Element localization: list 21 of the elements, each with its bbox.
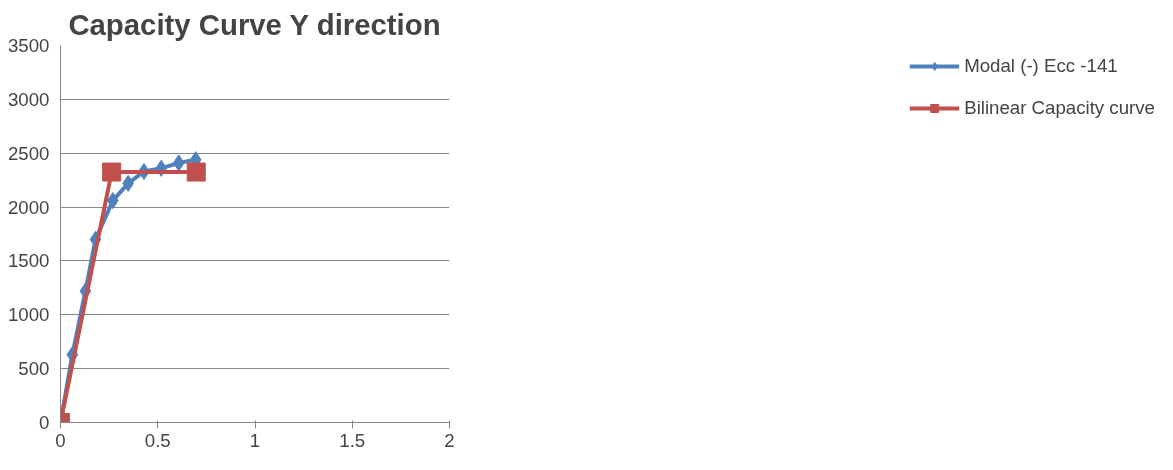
y-tick-label: 3000 (8, 88, 50, 110)
y-tick-label: 500 (18, 358, 50, 380)
y-tick-label: 3500 (8, 35, 50, 56)
x-tick-label: 2 (444, 429, 455, 451)
y-tick-label: 2000 (8, 196, 50, 218)
point (106, 192, 119, 210)
x-tick-label: 1.5 (339, 429, 366, 451)
y-tick-label: 0 (39, 412, 50, 433)
x-tick-label: 0 (55, 429, 66, 451)
x-tick-label: 0.5 (144, 429, 171, 451)
y-tick-label: 1000 (8, 304, 50, 326)
point (102, 162, 122, 182)
y-tick-label: 2500 (8, 142, 50, 164)
chart-title: Capacity Curve Y direction (68, 7, 441, 41)
x-tick-label: 1 (249, 429, 261, 451)
legend-label: Modal (-) Ecc -141 (964, 55, 1118, 77)
point (172, 154, 185, 172)
y-tick-label: 1500 (8, 250, 50, 272)
point (122, 174, 135, 192)
legend-label: Bilinear Capacity curve (964, 97, 1155, 119)
point (186, 162, 206, 182)
